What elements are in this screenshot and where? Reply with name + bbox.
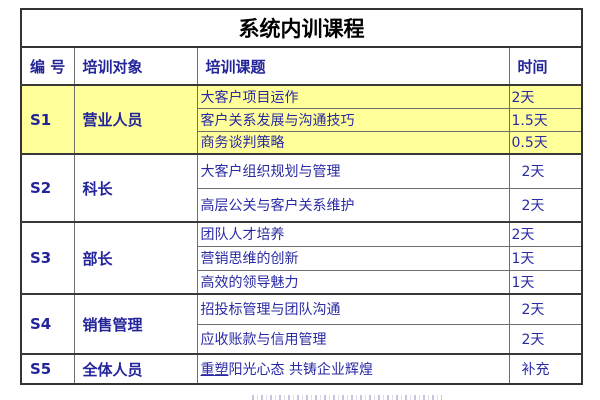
- group-id-cell: S5: [20, 353, 75, 385]
- topic-text: 阳光心态 共铸企业辉煌: [228, 362, 373, 378]
- column-header-id: 编 号: [20, 46, 75, 86]
- group-id-cell: S1: [20, 84, 75, 155]
- audience-cell: 全体人员: [73, 353, 198, 385]
- table-row: S1 营业人员 大客户项目运作 2天: [20, 84, 583, 155]
- table-row: 营销思维的创新 1天: [21, 245, 583, 271]
- topic-cell: 客户关系发展与沟通技巧: [196, 107, 510, 132]
- group-id-cell: S4: [20, 293, 75, 355]
- topic-cell: 高层公关与客户关系维护: [196, 187, 510, 223]
- topic-cell: 团队人才培养: [196, 221, 510, 247]
- topic-cell: 重塑阳光心态 共铸企业辉煌: [196, 353, 510, 385]
- time-cell: 2天: [508, 187, 583, 223]
- time-cell: 补充: [508, 353, 583, 385]
- topic-cell: 商务谈判策略: [196, 130, 510, 155]
- time-cell: 2天: [508, 153, 583, 189]
- column-header-topic: 培训课题: [196, 46, 510, 86]
- table-row: S2 科长 大客户组织规划与管理 2天: [20, 153, 583, 223]
- column-header-audience: 培训对象: [73, 46, 198, 86]
- column-header-time: 时间: [508, 46, 583, 86]
- time-cell: 2天: [508, 221, 583, 247]
- time-cell: 0.5天: [508, 130, 583, 155]
- group-id-cell: S3: [20, 221, 75, 295]
- topic-cell: 高效的领导魅力: [196, 269, 510, 295]
- topic-cell: 营销思维的创新: [196, 245, 510, 271]
- table-row: 应收账款与信用管理 2天: [21, 323, 583, 355]
- table-row: 客户关系发展与沟通技巧 1.5天: [21, 107, 583, 132]
- audience-cell: 科长: [73, 153, 198, 223]
- topic-cell: 招投标管理与团队沟通: [196, 293, 510, 325]
- audience-cell: 营业人员: [73, 84, 198, 155]
- time-cell: 1天: [508, 269, 583, 295]
- table-row: S4 销售管理 招投标管理与团队沟通 2天: [20, 293, 583, 355]
- time-cell: 2天: [508, 323, 583, 355]
- time-cell: 1天: [508, 245, 583, 271]
- time-cell: 2天: [508, 293, 583, 325]
- watermark-strip: [252, 395, 442, 400]
- table-row: S3 部长 团队人才培养 2天: [20, 221, 583, 295]
- table-row: 高效的领导魅力 1天: [21, 269, 583, 295]
- table-row: S5 全体人员 重塑阳光心态 共铸企业辉煌 补充: [20, 353, 583, 385]
- table-row: 商务谈判策略 0.5天: [21, 130, 583, 155]
- topic-underlined-text: 重塑: [200, 362, 229, 378]
- training-course-table: 系统内训课程 编 号 培训对象 培训课题 时间 S1 营业人员 大客户项目运作 …: [20, 8, 583, 385]
- table-row: 高层公关与客户关系维护 2天: [21, 187, 583, 223]
- topic-cell: 大客户组织规划与管理: [196, 153, 510, 189]
- topic-cell: 大客户项目运作: [196, 84, 510, 109]
- audience-cell: 销售管理: [73, 293, 198, 355]
- audience-cell: 部长: [73, 221, 198, 295]
- topic-cell: 应收账款与信用管理: [196, 323, 510, 355]
- time-cell: 2天: [508, 84, 583, 109]
- table-title: 系统内训课程: [20, 8, 583, 48]
- time-cell: 1.5天: [508, 107, 583, 132]
- group-id-cell: S2: [20, 153, 75, 223]
